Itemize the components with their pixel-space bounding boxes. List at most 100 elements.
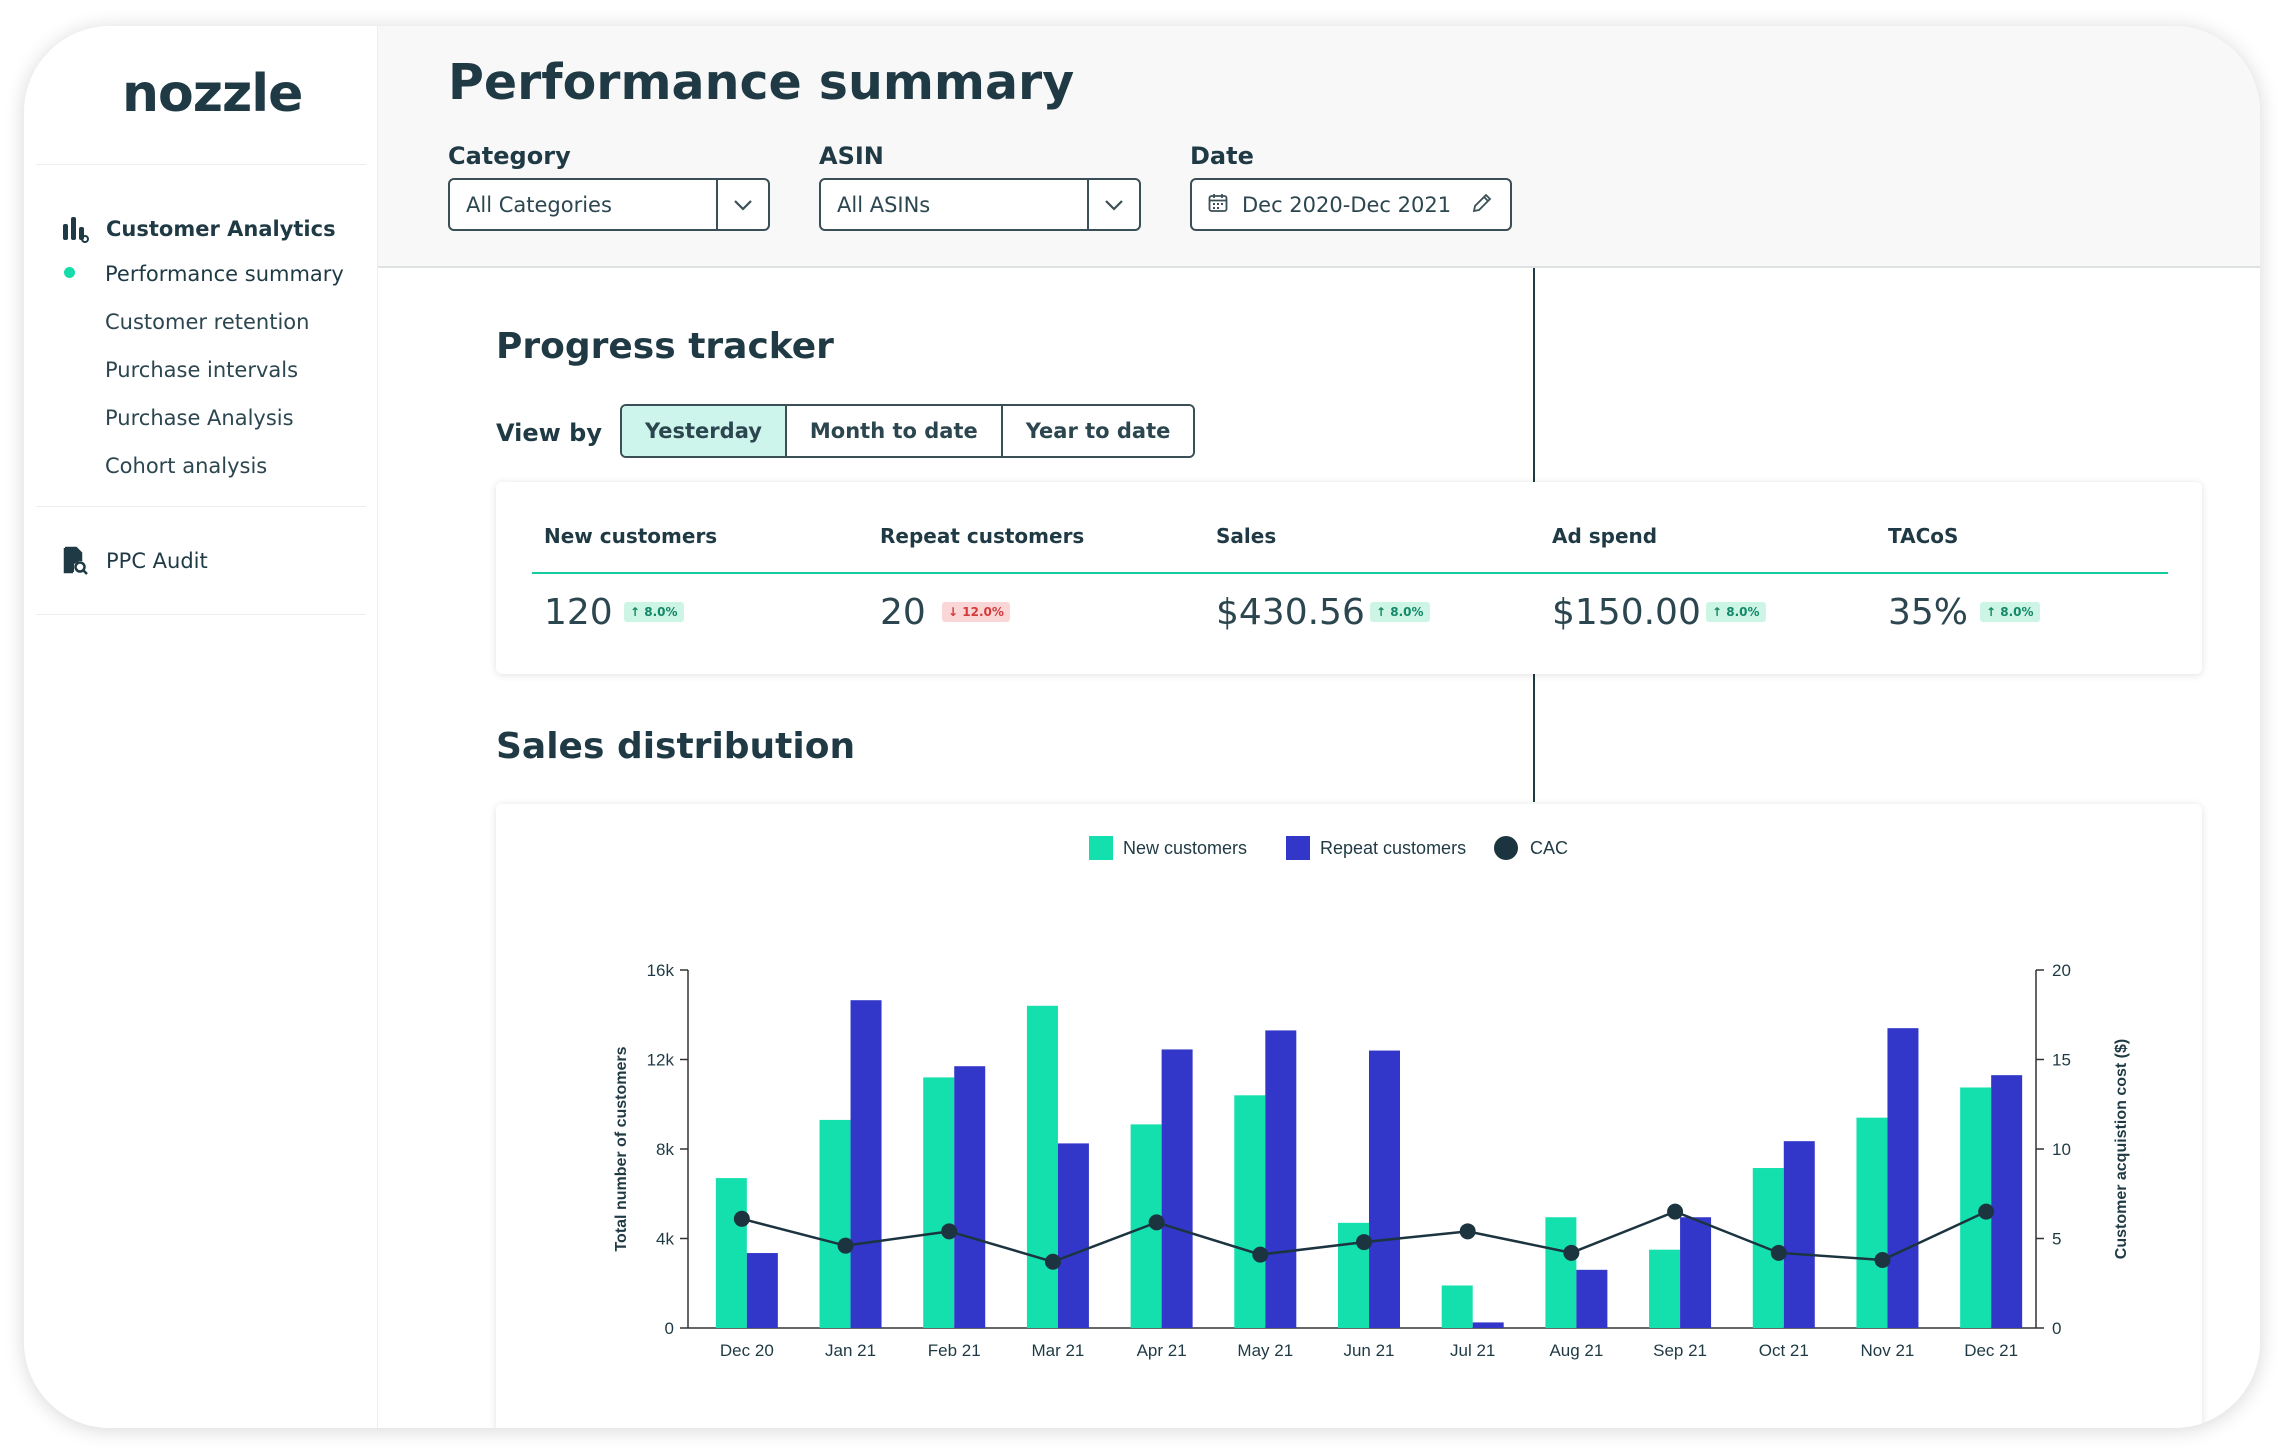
- bar-repeat-customers: [1783, 1141, 1815, 1328]
- sidebar-section-ppc-audit[interactable]: PPC Audit: [60, 546, 208, 576]
- calendar-icon: [1208, 193, 1228, 217]
- sidebar-item-performance-summary[interactable]: Performance summary: [105, 262, 344, 286]
- kpi-label: TACoS: [1888, 524, 1959, 548]
- asin-label: ASIN: [819, 142, 884, 170]
- chevron-down-icon[interactable]: [716, 180, 768, 229]
- bar-new-customers: [1026, 1005, 1058, 1328]
- sidebar-item-customer-retention[interactable]: Customer retention: [105, 310, 310, 334]
- legend-label: Repeat customers: [1320, 838, 1466, 858]
- page-title: Performance summary: [448, 54, 1075, 111]
- legend-label: New customers: [1123, 838, 1247, 858]
- category-label: Category: [448, 142, 571, 170]
- change-badge: ↓ 12.0%: [942, 602, 1010, 622]
- bar-repeat-customers: [1265, 1030, 1297, 1328]
- kpi-value: 20: [880, 592, 926, 633]
- y2-tick-label: 15: [2052, 1051, 2071, 1070]
- y-tick-label: 8k: [656, 1140, 674, 1159]
- kpi-label: Repeat customers: [880, 524, 1085, 548]
- sales-distribution-chart-card: New customers Repeat customers CAC 0 4k 8k 12k…: [496, 804, 2202, 1428]
- cac-point: [1563, 1244, 1580, 1261]
- sidebar-section-customer-analytics[interactable]: Customer Analytics: [60, 214, 336, 244]
- bar-repeat-customers: [1472, 1322, 1504, 1328]
- arrow-up-icon: ↑: [1986, 605, 1997, 619]
- kpi-divider: [532, 572, 2168, 574]
- change-value: 8.0%: [644, 605, 678, 619]
- progress-tracker-title: Progress tracker: [496, 326, 834, 367]
- asin-select[interactable]: All ASINs: [819, 178, 1141, 231]
- sidebar-item-purchase-intervals[interactable]: Purchase intervals: [105, 358, 299, 382]
- x-tick-label: Dec 21: [1964, 1341, 2018, 1360]
- y2-tick-label: 0: [2052, 1319, 2061, 1338]
- legend-swatch-repeat-customers: [1286, 836, 1310, 860]
- bar-repeat-customers: [1369, 1050, 1400, 1328]
- y-tick-label: 12k: [647, 1051, 675, 1070]
- arrow-up-icon: ↑: [1376, 605, 1387, 619]
- x-tick-label: Aug 21: [1549, 1341, 1603, 1360]
- x-tick-label: Jun 21: [1343, 1341, 1394, 1360]
- change-value: 12.0%: [962, 605, 1004, 619]
- x-tick-label: Sep 21: [1653, 1341, 1707, 1360]
- cac-point: [1252, 1246, 1269, 1263]
- sidebar-item-cohort-analysis[interactable]: Cohort analysis: [105, 454, 268, 478]
- y-tick-label: 4k: [656, 1230, 674, 1249]
- sales-distribution-title: Sales distribution: [496, 726, 856, 767]
- logo: nozzle: [122, 64, 303, 124]
- cac-point: [1770, 1244, 1787, 1261]
- kpi-new-customers: New customers 120 ↑ 8.0%: [544, 482, 874, 674]
- kpi-value: $150.00: [1552, 592, 1701, 633]
- y-axis-title: Total number of customers: [613, 1046, 630, 1251]
- bar-new-customers: [1545, 1217, 1577, 1328]
- bar-new-customers: [1649, 1249, 1681, 1328]
- chevron-down-icon[interactable]: [1087, 180, 1139, 229]
- change-badge: ↑ 8.0%: [1370, 602, 1430, 622]
- bar-new-customers: [923, 1077, 955, 1328]
- x-tick-label: Mar 21: [1031, 1341, 1084, 1360]
- date-label: Date: [1190, 142, 1254, 170]
- category-select[interactable]: All Categories: [448, 178, 770, 231]
- bar-repeat-customers: [1991, 1075, 2023, 1328]
- y2-tick-label: 20: [2052, 961, 2071, 980]
- bar-repeat-customers: [1680, 1217, 1712, 1328]
- bar-chart-icon: [60, 214, 90, 244]
- bar-repeat-customers: [1161, 1049, 1193, 1328]
- page-header: Performance summary Category All Categor…: [378, 26, 2260, 268]
- date-value: Dec 2020-Dec 2021: [1242, 192, 1452, 217]
- pencil-icon[interactable]: [1470, 191, 1494, 219]
- kpi-tacos: TACoS 35% ↑ 8.0%: [1888, 482, 2218, 674]
- app-window: nozzle Customer Analytics Performance su…: [24, 26, 2260, 1428]
- cac-point: [1044, 1253, 1061, 1270]
- cac-point: [1667, 1203, 1684, 1220]
- bar-repeat-customers: [850, 1000, 882, 1328]
- main-content: Performance summary Category All Categor…: [378, 26, 2260, 1428]
- x-tick-label: Feb 21: [928, 1341, 981, 1360]
- legend-swatch-cac: [1494, 836, 1518, 860]
- bar-new-customers: [1234, 1095, 1266, 1328]
- x-tick-label: Dec 20: [720, 1341, 774, 1360]
- divider-line: [1533, 674, 1535, 802]
- kpi-ad-spend: Ad spend $150.00 ↑ 8.0%: [1552, 482, 1882, 674]
- cac-point: [1978, 1203, 1995, 1220]
- cac-point: [837, 1237, 854, 1254]
- kpi-sales: Sales $430.56 ↑ 8.0%: [1216, 482, 1546, 674]
- change-badge: ↑ 8.0%: [624, 602, 684, 622]
- date-range-picker[interactable]: Dec 2020-Dec 2021: [1190, 178, 1512, 231]
- view-by-toggle: Yesterday Month to date Year to date: [620, 404, 1196, 458]
- view-yesterday-button[interactable]: Yesterday: [622, 406, 787, 456]
- arrow-down-icon: ↓: [948, 605, 959, 619]
- kpi-value: 120: [544, 592, 613, 633]
- arrow-up-icon: ↑: [630, 605, 641, 619]
- view-year-to-date-button[interactable]: Year to date: [1002, 406, 1194, 456]
- cac-point: [1459, 1223, 1476, 1240]
- kpi-card: New customers 120 ↑ 8.0% Repeat customer…: [496, 482, 2202, 674]
- cac-point: [1356, 1234, 1372, 1251]
- x-tick-label: Jan 21: [825, 1341, 876, 1360]
- sidebar-item-purchase-analysis[interactable]: Purchase Analysis: [105, 406, 294, 430]
- change-value: 8.0%: [2000, 605, 2034, 619]
- y2-tick-label: 10: [2052, 1140, 2071, 1159]
- view-month-to-date-button[interactable]: Month to date: [786, 406, 1003, 456]
- x-tick-label: Oct 21: [1759, 1341, 1809, 1360]
- bar-new-customers: [715, 1178, 747, 1328]
- y2-axis-title: Customer acquistion cost ($): [2113, 1039, 2130, 1259]
- y2-tick-label: 5: [2052, 1230, 2061, 1249]
- category-value: All Categories: [466, 192, 612, 217]
